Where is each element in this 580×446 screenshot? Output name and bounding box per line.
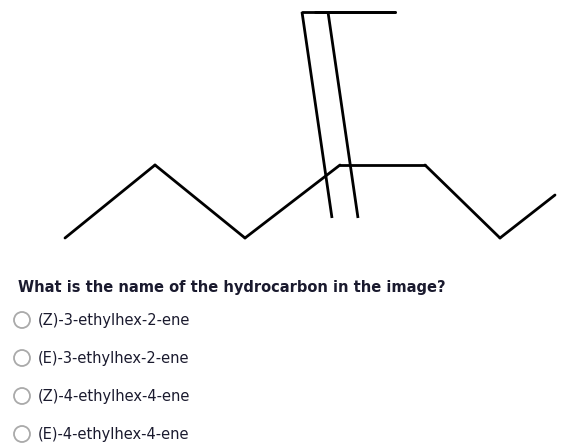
Text: (E)-4-ethylhex-4-ene: (E)-4-ethylhex-4-ene — [38, 426, 190, 442]
Text: (Z)-3-ethylhex-2-ene: (Z)-3-ethylhex-2-ene — [38, 313, 190, 327]
Text: (E)-3-ethylhex-2-ene: (E)-3-ethylhex-2-ene — [38, 351, 190, 366]
Text: (Z)-4-ethylhex-4-ene: (Z)-4-ethylhex-4-ene — [38, 388, 190, 404]
Text: What is the name of the hydrocarbon in the image?: What is the name of the hydrocarbon in t… — [18, 280, 445, 295]
